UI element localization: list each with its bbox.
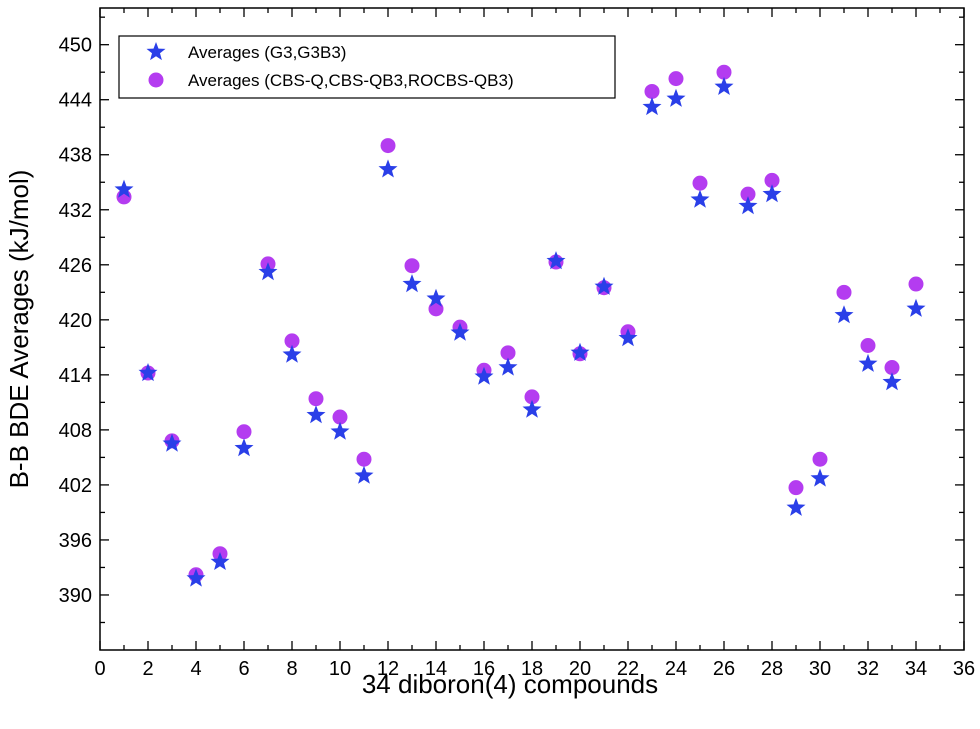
x-tick-label: 4 [190,658,201,680]
y-tick-label: 438 [59,145,92,167]
circle-point [812,451,828,467]
x-tick-label: 26 [713,658,735,680]
circle-point [332,409,348,425]
circle-point [668,71,684,87]
circle-point [380,138,396,154]
star-point [618,328,638,347]
y-tick-label: 402 [59,475,92,497]
x-axis-title: 34 diboron(4) compounds [362,669,658,699]
y-axis-title: B-B BDE Averages (kJ/mol) [4,170,34,489]
legend-marker-star [146,42,166,61]
y-tick-label: 408 [59,420,92,442]
star-point [258,262,278,281]
y-tick-label: 444 [59,90,92,112]
circle-point [404,258,420,274]
circle-point [284,333,300,349]
legend: Averages (G3,G3B3) Averages (CBS-Q,CBS-QB… [118,35,616,99]
star-point [666,88,686,107]
x-tick-label: 2 [142,658,153,680]
circle-point [764,172,780,188]
circle-point [236,424,252,440]
x-tick-label: 0 [94,658,105,680]
star-point [450,322,470,341]
x-tick-label: 34 [905,658,927,680]
star-point [546,251,566,270]
circle-point [428,301,444,317]
legend-box [118,35,616,99]
star-point [138,363,158,382]
star-point [714,76,734,95]
star-point [282,344,302,363]
series-g3-averages [114,76,926,587]
x-tick-label: 20 [569,658,591,680]
x-tick-label: 24 [665,658,687,680]
star-point [762,184,782,203]
circle-point [908,276,924,292]
x-tick-label: 14 [425,658,447,680]
x-tick-label: 8 [286,658,297,680]
star-point [498,357,518,376]
x-tick-label: 18 [521,658,543,680]
circle-point [308,391,324,407]
circle-point [356,451,372,467]
star-point [570,342,590,361]
circle-point [740,186,756,202]
star-point [474,366,494,385]
x-tick-label: 36 [953,658,975,680]
star-point [642,97,662,116]
star-point [522,399,542,418]
axis-ticks: 0 2 4 6 8 10 12 14 16 18 20 22 24 26 28 30 32 34 363903964… [59,8,975,680]
star-point [378,159,398,178]
circle-point [716,64,732,80]
star-point [858,353,878,372]
star-point [402,274,422,293]
data-series [114,64,926,587]
y-tick-label: 450 [59,35,92,57]
legend-label: Averages (G3,G3B3) [188,43,346,62]
circle-point [836,284,852,300]
circle-point [884,360,900,376]
star-point [234,438,254,457]
circle-point [644,83,660,99]
star-point [738,196,758,215]
x-tick-label: 28 [761,658,783,680]
star-point [306,405,326,424]
y-tick-label: 390 [59,585,92,607]
star-point [786,497,806,516]
star-point [330,421,350,440]
star-point [594,276,614,295]
x-tick-label: 30 [809,658,831,680]
y-tick-label: 396 [59,530,92,552]
star-point [210,552,230,570]
star-point [114,179,134,198]
star-point [426,288,446,307]
x-tick-label: 6 [238,658,249,680]
legend-label: Averages (CBS-Q,CBS-QB3,ROCBS-QB3) [188,71,514,90]
x-tick-label: 12 [377,658,399,680]
star-point [186,568,206,587]
x-tick-label: 10 [329,658,351,680]
y-tick-label: 426 [59,255,92,277]
circle-point [788,480,804,496]
x-tick-label: 22 [617,658,639,680]
star-point [162,433,182,452]
y-tick-label: 432 [59,200,92,222]
legend-marker-circle [148,72,164,88]
star-point [810,468,830,487]
star-point [354,465,374,484]
circle-point [860,338,876,354]
star-point [690,189,710,208]
y-tick-label: 414 [59,365,92,387]
circle-point [524,389,540,405]
y-tick-label: 420 [59,310,92,332]
x-tick-label: 32 [857,658,879,680]
star-point [882,372,902,391]
star-point [906,298,926,317]
circle-point [692,175,708,191]
circle-point [500,345,516,361]
star-point [834,305,854,324]
plot-frame [99,7,965,651]
x-tick-label: 16 [473,658,495,680]
